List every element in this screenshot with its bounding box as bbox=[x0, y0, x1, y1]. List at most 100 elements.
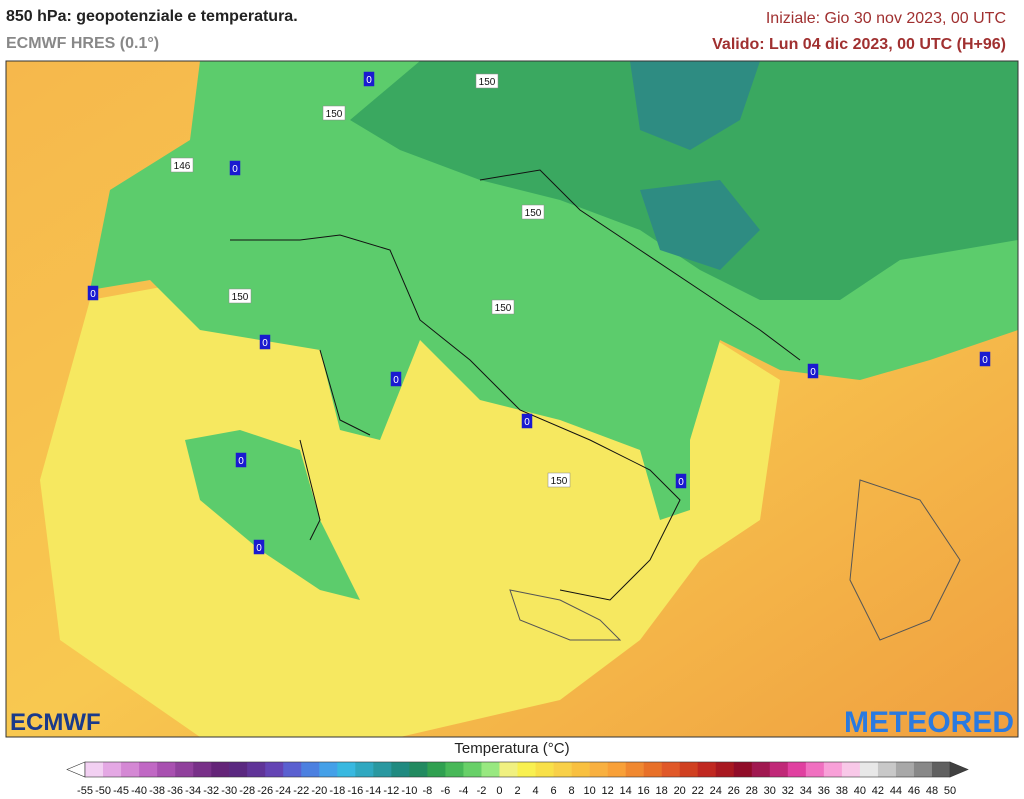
contour-label-box bbox=[547, 472, 571, 488]
contour-label-box bbox=[229, 160, 241, 176]
colorbar-frame bbox=[84, 761, 951, 778]
map-frame bbox=[5, 60, 1019, 738]
colorbar-swatch bbox=[499, 762, 518, 777]
colorbar-label: Temperatura (°C) bbox=[454, 740, 569, 757]
colorbar-swatch bbox=[625, 762, 644, 777]
colorbar-tick-label: 14 bbox=[620, 785, 632, 797]
colorbar-tick-label: -30 bbox=[221, 785, 237, 797]
colorbar-swatch bbox=[85, 762, 104, 777]
colorbar-swatch bbox=[481, 762, 500, 777]
contour-label-box bbox=[491, 299, 515, 315]
colorbar-over bbox=[949, 761, 969, 778]
colorbar-tick-label: 18 bbox=[656, 785, 668, 797]
colorbar-swatch bbox=[931, 762, 951, 777]
colorbar-tick-label: 32 bbox=[782, 785, 794, 797]
colorbar-swatch bbox=[283, 762, 302, 777]
contour-label-box bbox=[87, 285, 99, 301]
contour-label-box bbox=[253, 539, 265, 555]
contour-label: 150 bbox=[495, 303, 512, 314]
colorbar-tick-label: 8 bbox=[569, 785, 575, 797]
colorbar-swatch bbox=[445, 762, 464, 777]
colorbar-swatch bbox=[301, 762, 320, 777]
colorbar-tick-label: -45 bbox=[113, 785, 129, 797]
colorbar-swatch bbox=[175, 762, 194, 777]
contour-label-box bbox=[322, 105, 346, 121]
colorbar-tick-label: -14 bbox=[365, 785, 381, 797]
colorbar-tick-label: -20 bbox=[311, 785, 327, 797]
colorbar-tick-label: -28 bbox=[239, 785, 255, 797]
coastline bbox=[230, 169, 801, 601]
colorbar-swatch bbox=[607, 762, 626, 777]
colorbar-tick-label: 40 bbox=[854, 785, 866, 797]
colorbar-tick-label: -55 bbox=[77, 785, 93, 797]
coldest-region bbox=[630, 61, 760, 270]
contour-label-box bbox=[521, 413, 533, 429]
valid-time: Valido: Lun 04 dic 2023, 00 UTC (H+96) bbox=[712, 36, 1006, 53]
colorbar-swatch bbox=[193, 762, 212, 777]
colorbar-swatch bbox=[103, 762, 122, 777]
contour-label-box bbox=[235, 452, 247, 468]
colorbar-tick-label: 30 bbox=[764, 785, 776, 797]
colorbar-swatch bbox=[643, 762, 662, 777]
colorbar-swatch bbox=[715, 762, 735, 777]
colorbar-swatch bbox=[805, 762, 825, 777]
contour-label: 150 bbox=[479, 77, 496, 88]
subtitle: ECMWF HRES (0.1°) bbox=[6, 35, 160, 52]
colorbar-tick-label: 34 bbox=[800, 785, 812, 797]
colorbar-swatch bbox=[679, 762, 699, 777]
colorbar-tick-label: -8 bbox=[423, 785, 433, 797]
colorbar-tick-label: -6 bbox=[441, 785, 451, 797]
colorbar-tick-label: 24 bbox=[710, 785, 722, 797]
colorbar-tick-label: -24 bbox=[275, 785, 291, 797]
title: 850 hPa: geopotenziale e temperatura. bbox=[6, 8, 298, 25]
colorbar-tick-label: -18 bbox=[329, 785, 345, 797]
contour-label: 0 bbox=[982, 355, 988, 366]
colorbar-swatch bbox=[859, 762, 879, 777]
colorbar-tick-label: 16 bbox=[638, 785, 650, 797]
colorbar: -55 -50 -45 -40 -38 -36 -34 -32 -30 -28 -26 -24 -22-… bbox=[66, 761, 969, 797]
colorbar-tick-label: 0 bbox=[496, 785, 502, 797]
colorbar-swatch bbox=[697, 762, 717, 777]
colorbar-swatch bbox=[463, 762, 482, 777]
colorbar-tick-label: -22 bbox=[293, 785, 309, 797]
cool-region-sea bbox=[185, 430, 360, 600]
colorbar-swatch bbox=[517, 762, 536, 777]
colorbar-swatch bbox=[121, 762, 140, 777]
colorbar-tick-label: 44 bbox=[890, 785, 902, 797]
contour-label: 0 bbox=[393, 375, 399, 386]
contour-label-box bbox=[521, 204, 545, 220]
contour-label-box bbox=[228, 288, 252, 304]
colorbar-swatch bbox=[535, 762, 554, 777]
colorbar-swatch bbox=[409, 762, 428, 777]
colorbar-tick-label: 46 bbox=[908, 785, 920, 797]
contour-label: 0 bbox=[810, 367, 816, 378]
colorbar-tick-label: 36 bbox=[818, 785, 830, 797]
colorbar-tick-label: 50 bbox=[944, 785, 956, 797]
colorbar-swatch bbox=[589, 762, 608, 777]
colorbar-swatch bbox=[229, 762, 248, 777]
contour-label-box bbox=[170, 157, 194, 173]
colorbar-tick-label: 12 bbox=[601, 785, 613, 797]
contour-label: 0 bbox=[262, 338, 268, 349]
colorbar-tick-label: -34 bbox=[185, 785, 201, 797]
contour-label: 0 bbox=[366, 75, 372, 86]
init-time: Iniziale: Gio 30 nov 2023, 00 UTC bbox=[765, 10, 1006, 27]
contour-label-box bbox=[390, 371, 402, 387]
colorbar-tick-label: -2 bbox=[477, 785, 487, 797]
colorbar-tick-label: -4 bbox=[459, 785, 469, 797]
colorbar-swatch bbox=[373, 762, 392, 777]
colorbar-swatch bbox=[553, 762, 572, 777]
colorbar-swatch bbox=[265, 762, 284, 777]
colorbar-swatch bbox=[211, 762, 230, 777]
colorbar-under bbox=[66, 761, 86, 778]
coastline-islands bbox=[509, 479, 961, 641]
contour-label-box bbox=[475, 73, 499, 89]
colorbar-tick-label: 20 bbox=[674, 785, 686, 797]
contour-label: 150 bbox=[525, 208, 542, 219]
contour-label: 150 bbox=[232, 292, 249, 303]
colorbar-swatch bbox=[751, 762, 771, 777]
colorbar-tick-label: -26 bbox=[257, 785, 273, 797]
contour-label: 150 bbox=[551, 476, 568, 487]
colorbar-swatch bbox=[769, 762, 789, 777]
